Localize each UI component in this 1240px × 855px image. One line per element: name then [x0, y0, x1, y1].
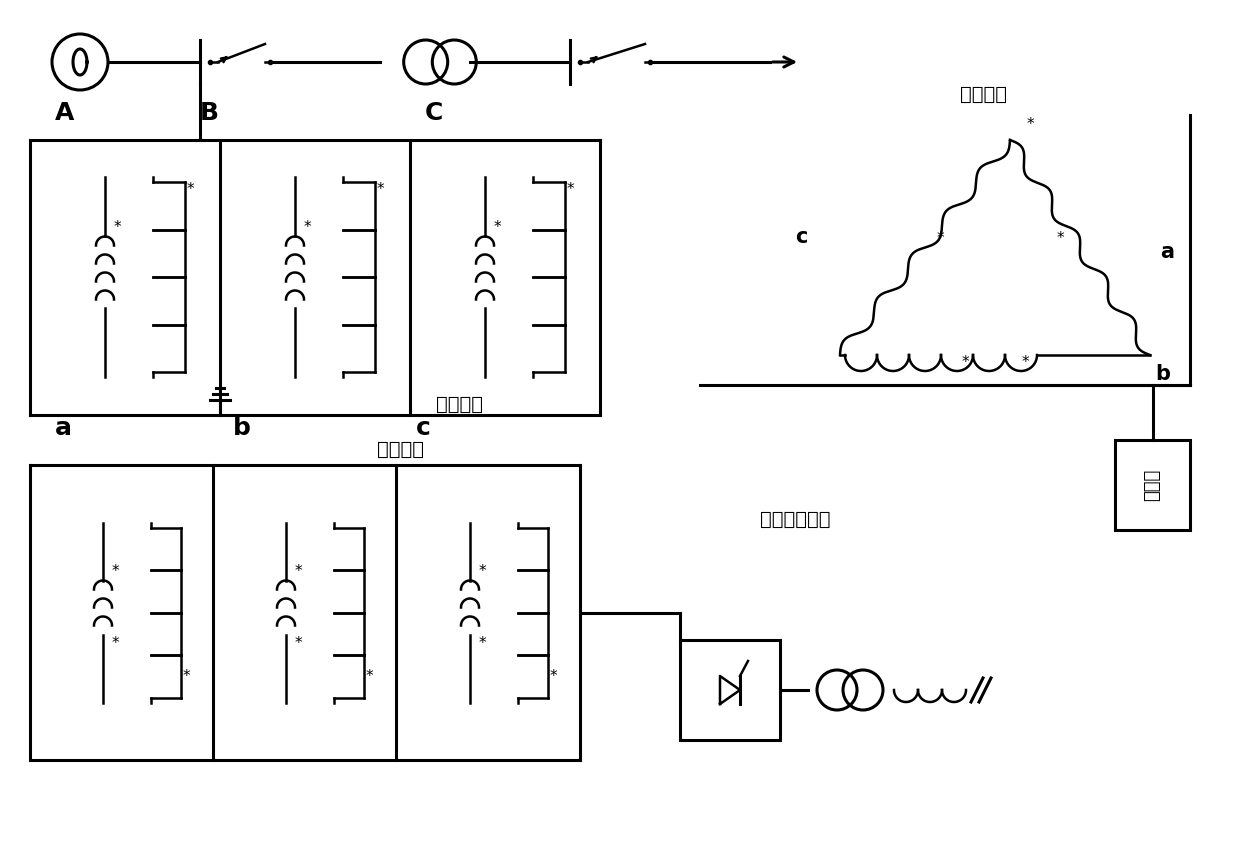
Text: *: *	[304, 220, 311, 235]
Text: *: *	[961, 356, 968, 370]
Text: 网侧绕组: 网侧绕组	[377, 440, 424, 459]
Text: *: *	[936, 231, 944, 245]
Text: A: A	[55, 101, 74, 125]
Text: 直流励磁系统: 直流励磁系统	[760, 510, 831, 529]
Text: a: a	[55, 416, 72, 440]
Bar	[1115, 440, 1190, 530]
Bar	[680, 640, 780, 740]
Text: B: B	[200, 101, 219, 125]
Text: 控制绕组: 控制绕组	[436, 395, 484, 414]
Text: b: b	[1154, 364, 1171, 384]
Text: 补偿绕组: 补偿绕组	[960, 85, 1007, 104]
Text: C: C	[425, 101, 444, 125]
Text: 滤波器: 滤波器	[1143, 469, 1162, 501]
Text: a: a	[1159, 242, 1174, 262]
Text: *: *	[376, 182, 384, 197]
Text: *: *	[112, 636, 119, 651]
Text: b: b	[233, 416, 250, 440]
Text: *: *	[182, 669, 190, 684]
Text: *: *	[366, 669, 373, 684]
Text: *: *	[294, 636, 301, 651]
Text: *: *	[113, 220, 120, 235]
Text: *: *	[294, 564, 301, 579]
Text: *: *	[549, 669, 557, 684]
Text: *: *	[567, 182, 574, 197]
Text: *: *	[186, 182, 193, 197]
Text: *: *	[479, 564, 486, 579]
Text: *: *	[1056, 231, 1064, 245]
Text: c: c	[795, 227, 807, 247]
Text: c: c	[415, 416, 430, 440]
Text: *: *	[1027, 117, 1034, 133]
Text: *: *	[494, 220, 501, 235]
Text: *: *	[112, 564, 119, 579]
Text: *: *	[1022, 356, 1029, 370]
Text: *: *	[479, 636, 486, 651]
